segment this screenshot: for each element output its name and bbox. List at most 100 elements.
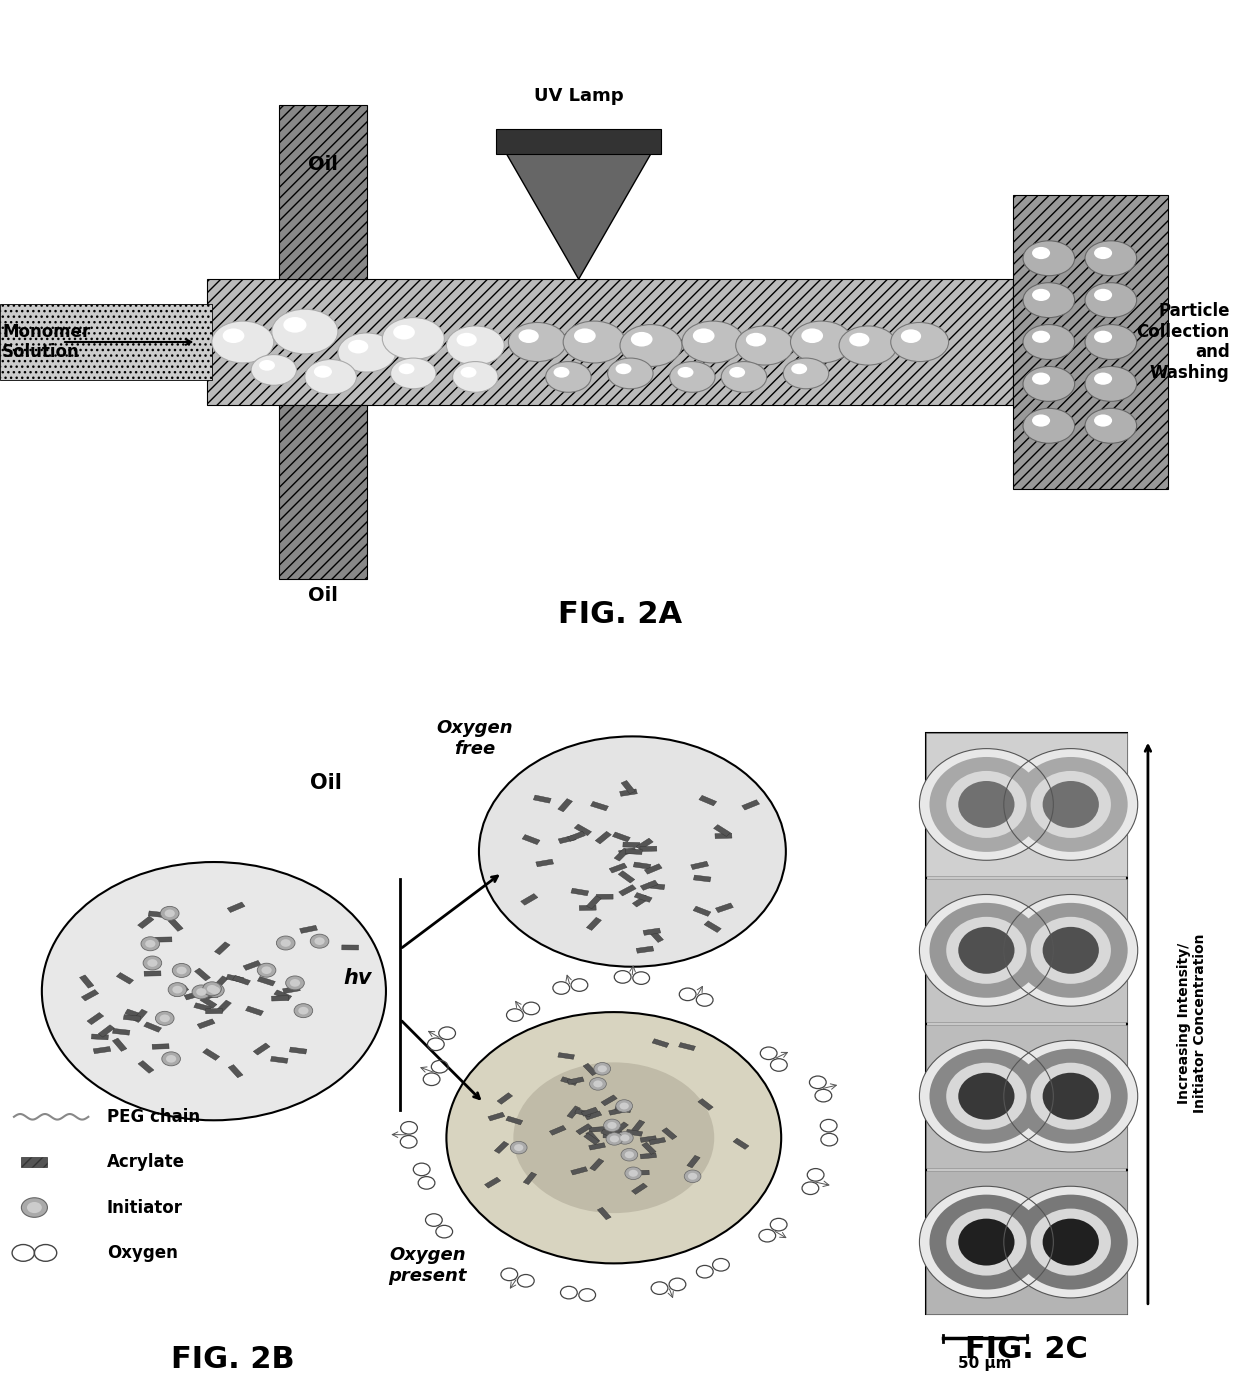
Circle shape [1085, 240, 1137, 276]
Circle shape [277, 937, 295, 951]
Text: Increasing Intensity/
Initiator Concentration: Increasing Intensity/ Initiator Concentr… [1177, 934, 1208, 1113]
Circle shape [141, 937, 160, 951]
FancyBboxPatch shape [203, 984, 221, 990]
Circle shape [1014, 757, 1127, 852]
FancyBboxPatch shape [595, 832, 611, 845]
FancyBboxPatch shape [609, 1107, 625, 1115]
Circle shape [946, 1209, 1027, 1276]
Circle shape [606, 1132, 622, 1145]
Circle shape [172, 963, 191, 977]
FancyBboxPatch shape [742, 800, 760, 810]
Circle shape [919, 895, 1053, 1007]
Circle shape [546, 362, 591, 392]
Circle shape [165, 910, 175, 917]
Circle shape [959, 1072, 1014, 1120]
FancyBboxPatch shape [620, 789, 637, 796]
FancyBboxPatch shape [589, 1127, 605, 1132]
FancyBboxPatch shape [487, 1113, 505, 1121]
Circle shape [272, 310, 337, 353]
Bar [496, 128, 661, 154]
Circle shape [1032, 289, 1050, 302]
Circle shape [155, 1011, 174, 1025]
Circle shape [314, 366, 332, 378]
Circle shape [1085, 408, 1137, 444]
FancyBboxPatch shape [133, 1009, 148, 1022]
Circle shape [670, 362, 715, 392]
Bar [926, 733, 1127, 1314]
Circle shape [930, 757, 1043, 852]
Circle shape [589, 1078, 606, 1090]
Text: Oil: Oil [309, 586, 339, 606]
Circle shape [608, 1122, 616, 1129]
FancyBboxPatch shape [567, 1076, 584, 1085]
Circle shape [839, 325, 897, 366]
FancyBboxPatch shape [715, 833, 732, 839]
Circle shape [620, 324, 682, 367]
Circle shape [553, 367, 569, 378]
FancyBboxPatch shape [98, 1025, 114, 1037]
Circle shape [299, 1007, 309, 1015]
FancyBboxPatch shape [93, 1047, 110, 1054]
Circle shape [337, 332, 396, 373]
FancyBboxPatch shape [631, 1184, 647, 1195]
Circle shape [616, 1100, 632, 1113]
FancyBboxPatch shape [123, 1015, 141, 1020]
Circle shape [290, 979, 300, 987]
FancyBboxPatch shape [693, 906, 711, 916]
Circle shape [784, 359, 828, 389]
Circle shape [1032, 373, 1050, 385]
FancyBboxPatch shape [485, 1177, 501, 1188]
Circle shape [315, 937, 325, 945]
Text: Oxygen: Oxygen [107, 1244, 177, 1262]
Circle shape [1004, 748, 1138, 860]
FancyBboxPatch shape [585, 1131, 600, 1143]
Circle shape [257, 963, 275, 977]
FancyBboxPatch shape [649, 1138, 666, 1145]
Circle shape [722, 362, 766, 392]
Circle shape [210, 987, 219, 994]
Text: Oil: Oil [309, 155, 339, 174]
FancyBboxPatch shape [584, 1134, 599, 1145]
FancyBboxPatch shape [216, 1000, 232, 1013]
Circle shape [604, 1120, 620, 1132]
FancyBboxPatch shape [558, 835, 577, 843]
FancyBboxPatch shape [632, 895, 650, 907]
FancyBboxPatch shape [640, 1136, 657, 1142]
Circle shape [677, 367, 693, 378]
Circle shape [930, 1048, 1043, 1143]
Circle shape [1094, 415, 1112, 427]
Text: 50 μm: 50 μm [959, 1356, 1012, 1371]
FancyBboxPatch shape [560, 1076, 578, 1086]
Circle shape [393, 325, 415, 339]
FancyBboxPatch shape [536, 859, 553, 867]
Circle shape [161, 1051, 180, 1065]
Circle shape [21, 1198, 47, 1217]
Circle shape [145, 940, 155, 948]
FancyBboxPatch shape [619, 847, 636, 856]
FancyBboxPatch shape [272, 995, 289, 1001]
Circle shape [593, 1081, 603, 1087]
Circle shape [148, 959, 157, 967]
Circle shape [456, 332, 476, 346]
Circle shape [919, 1040, 1053, 1152]
Circle shape [849, 332, 869, 346]
Text: Oxygen
free: Oxygen free [436, 719, 512, 758]
FancyBboxPatch shape [636, 838, 653, 850]
Circle shape [930, 1195, 1043, 1290]
Circle shape [608, 359, 653, 389]
FancyBboxPatch shape [596, 895, 613, 899]
FancyBboxPatch shape [622, 842, 640, 847]
Circle shape [479, 737, 786, 966]
FancyBboxPatch shape [587, 896, 601, 909]
Circle shape [172, 986, 182, 994]
Circle shape [1094, 331, 1112, 343]
FancyBboxPatch shape [625, 849, 642, 854]
Circle shape [900, 329, 921, 343]
FancyBboxPatch shape [575, 1124, 591, 1135]
FancyBboxPatch shape [699, 796, 717, 805]
FancyBboxPatch shape [619, 885, 636, 896]
FancyBboxPatch shape [626, 1129, 642, 1136]
FancyBboxPatch shape [583, 1064, 598, 1075]
Text: Oil: Oil [310, 773, 341, 793]
Circle shape [515, 1145, 523, 1152]
